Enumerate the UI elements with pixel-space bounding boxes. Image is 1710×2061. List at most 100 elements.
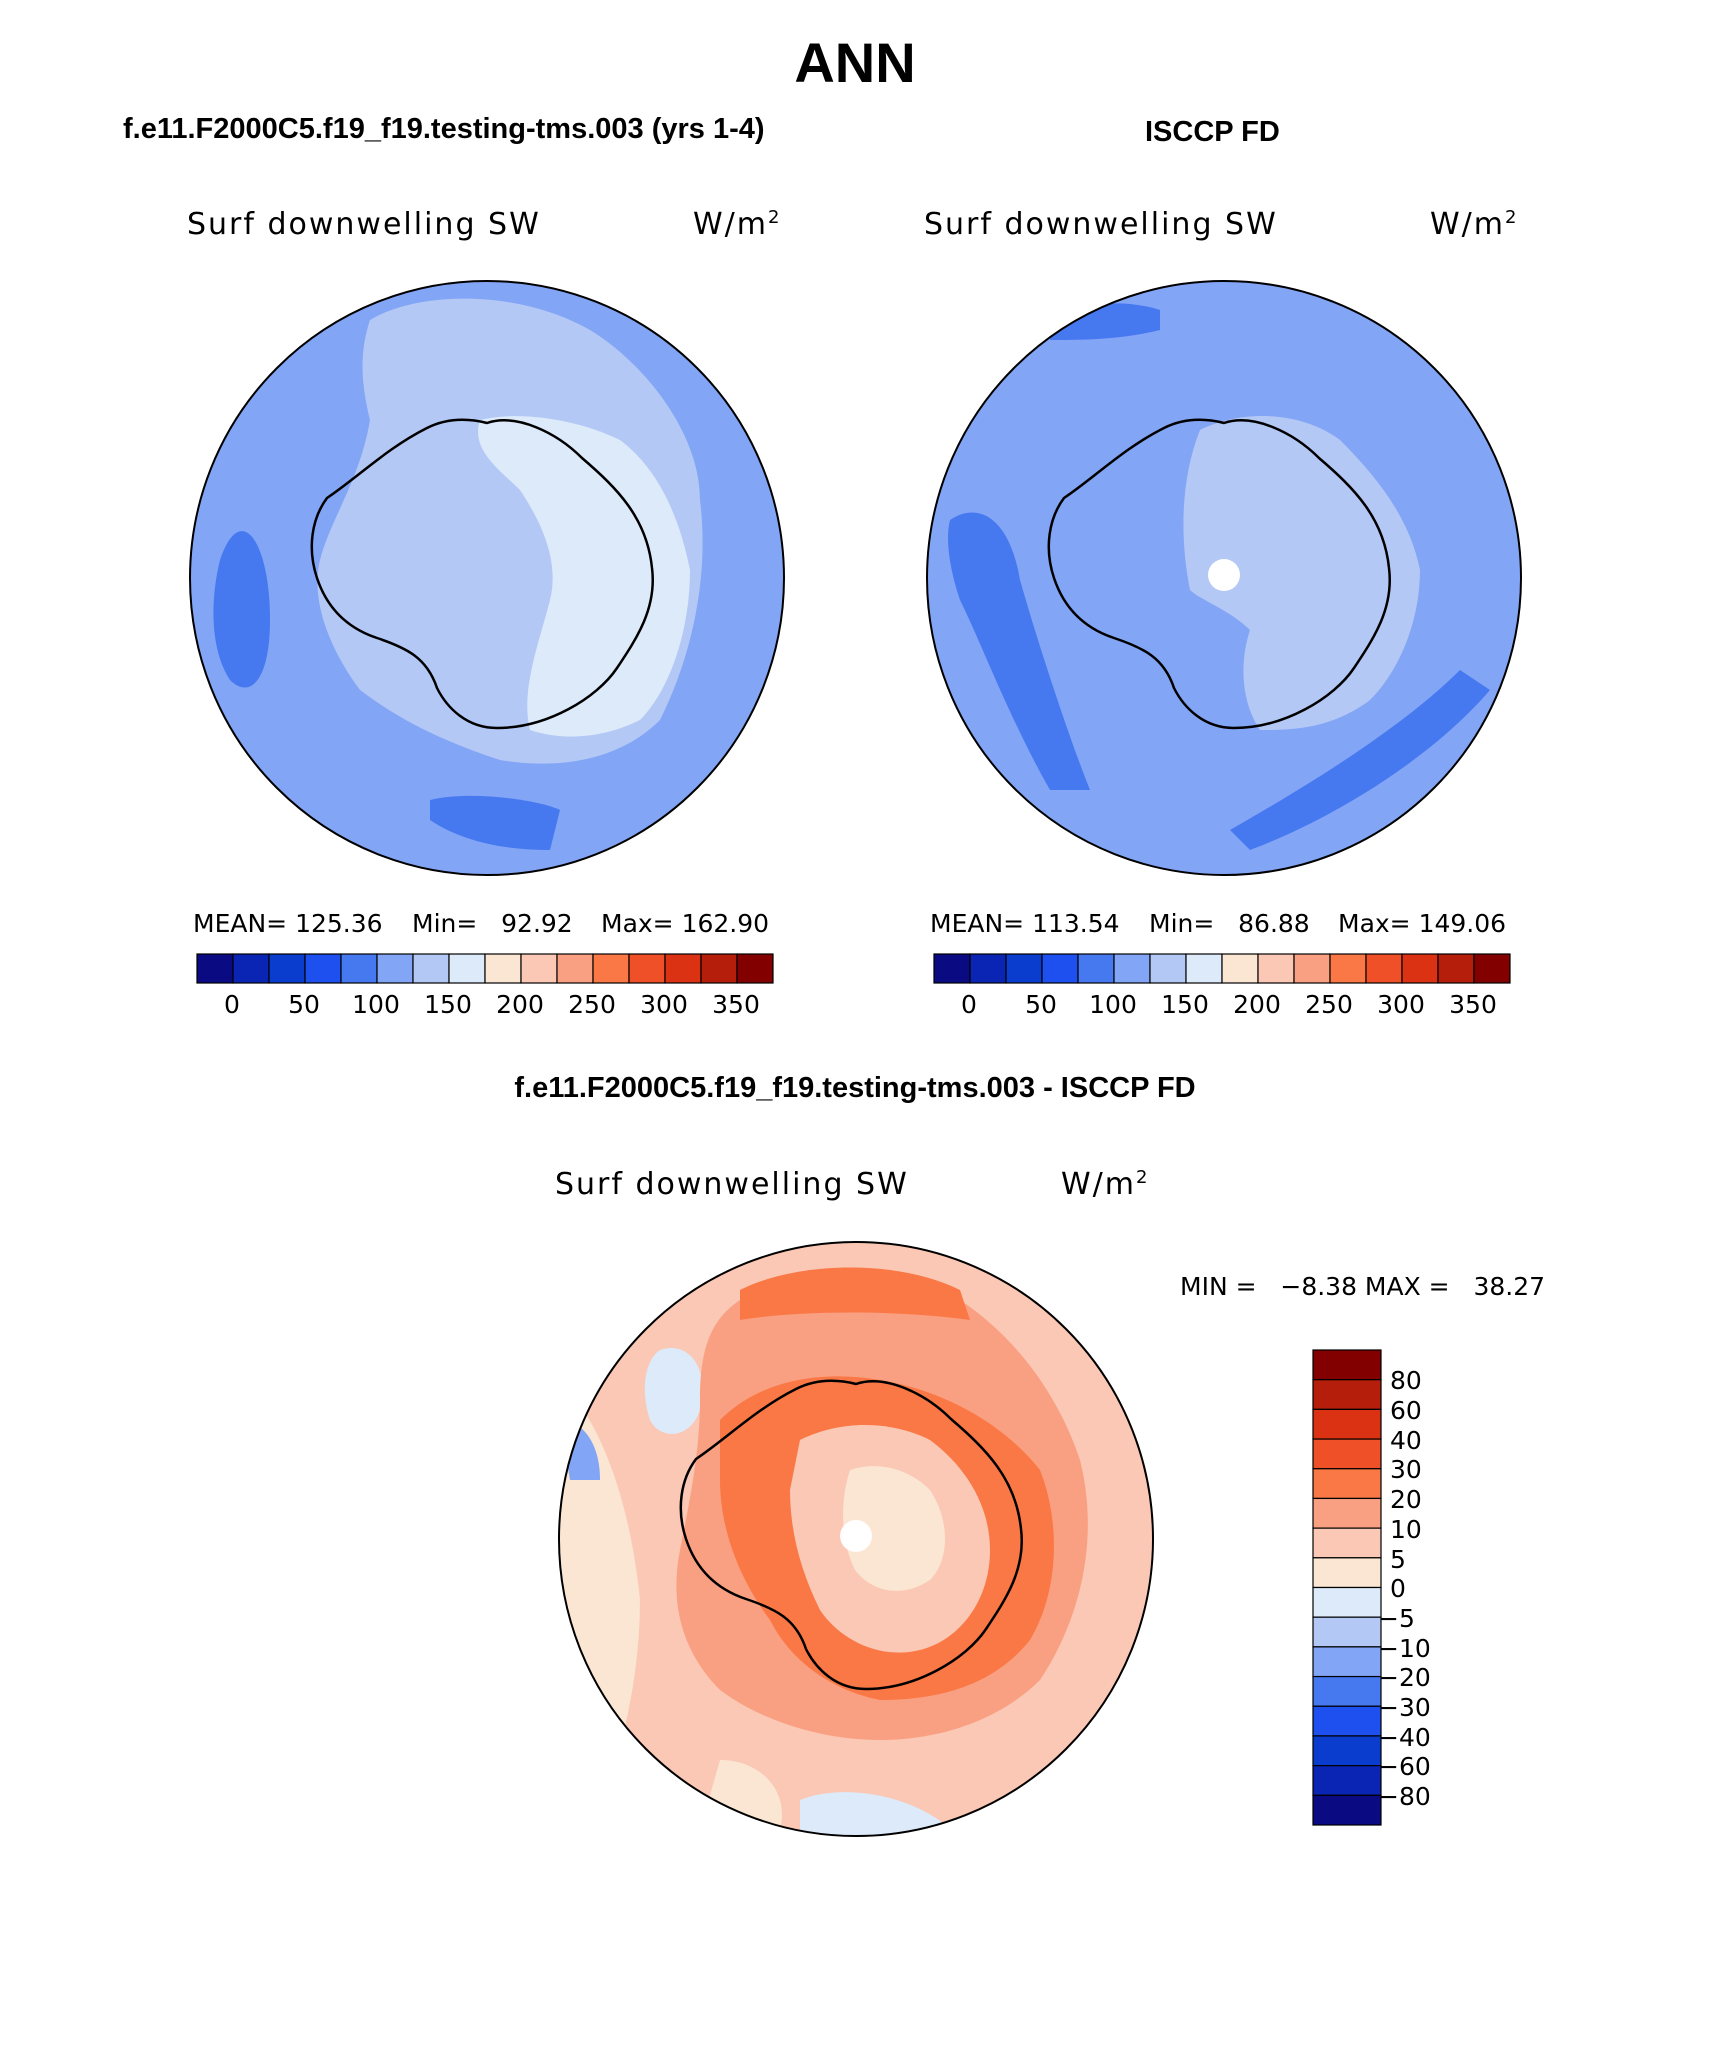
diff-colorbar-tick-label: 5 [1390,1545,1406,1574]
colorbar-swatch [232,953,270,984]
diff-colorbar-tick-label: −40 [1378,1723,1431,1752]
diff-colorbar-tick-label: −5 [1378,1604,1415,1633]
model-colorbar-tick-label: 50 [288,990,320,1019]
colorbar-swatch [1312,1616,1382,1648]
obs-colorbar-tick-label: 300 [1377,990,1425,1019]
diff-minmax-stat: MIN = −8.38 MAX = 38.27 [1180,1272,1546,1301]
diff-colorbar-tick-label: 0 [1390,1574,1406,1603]
colorbar-swatch [969,953,1007,984]
colorbar-swatch [1312,1527,1382,1559]
colorbar-swatch [1041,953,1079,984]
colorbar-swatch [484,953,522,984]
colorbar-swatch [1365,953,1403,984]
model-variable-label: Surf downwelling SW [187,207,541,242]
colorbar-swatch [376,953,414,984]
model-colorbar-tick-label: 350 [712,990,760,1019]
colorbar-swatch [340,953,378,984]
model-colorbar-tick-label: 150 [424,990,472,1019]
diff-map-border [558,1241,1154,1837]
page-title: ANN [794,31,916,94]
model-case-title: f.e11.F2000C5.f19_f19.testing-tms.003 (y… [123,113,765,145]
diff-units-label: W/m2 [1061,1167,1150,1202]
model-mean-stat: MEAN= 125.36 [193,909,383,938]
obs-max-stat: Max= 149.06 [1338,909,1507,938]
colorbar-swatch [1312,1468,1382,1500]
colorbar-swatch [1437,953,1475,984]
model-colorbar-tick-label: 0 [224,990,240,1019]
colorbar-swatch [196,953,234,984]
obs-colorbar-tick-label: 100 [1089,990,1137,1019]
diff-colorbar-tick-label: −80 [1378,1782,1431,1811]
obs-colorbar-tick-label: 250 [1305,990,1353,1019]
colorbar-swatch [1312,1557,1382,1589]
obs-polar-map [927,281,1521,875]
diff-colorbar-tick-label: −30 [1378,1693,1431,1722]
colorbar-swatch [1312,1765,1382,1796]
obs-colorbar-tick-label: 50 [1025,990,1057,1019]
model-max-stat: Max= 162.90 [601,909,770,938]
colorbar-swatch [1005,953,1043,984]
model-min-stat: Min= 92.92 [412,909,573,938]
obs-colorbar-tick-label: 350 [1449,990,1497,1019]
model-polar-map [190,281,784,875]
obs-colorbar-tick-label: 200 [1233,990,1281,1019]
colorbar-swatch [933,953,971,984]
colorbar-swatch [1257,953,1295,984]
diff-colorbar-tick-label: 60 [1390,1396,1422,1425]
colorbar-swatch [592,953,630,984]
diff-colorbar-tick-label: 30 [1390,1455,1422,1484]
diff-case-title: f.e11.F2000C5.f19_f19.testing-tms.003 - … [514,1072,1196,1104]
diff-colorbar-tick-label: 80 [1390,1366,1422,1395]
diff-colorbar-tick-label: −10 [1378,1634,1431,1663]
model-map-border [189,280,785,876]
colorbar-swatch [1312,1646,1382,1678]
diff-colorbar-tick-label: 20 [1390,1485,1422,1514]
colorbar-swatch [628,953,666,984]
obs-case-title: ISCCP FD [1145,116,1280,148]
colorbar-swatch [412,953,450,984]
colorbar-swatch [1312,1675,1382,1707]
colorbar-swatch [1185,953,1223,984]
model-colorbar-tick-label: 100 [352,990,400,1019]
obs-variable-label: Surf downwelling SW [924,207,1278,242]
colorbar-swatch [448,953,486,984]
colorbar-swatch [1149,953,1187,984]
diff-colorbar-tick-label: 40 [1390,1426,1422,1455]
colorbar-swatch [1312,1705,1382,1737]
diff-colorbar-tick-label: −60 [1378,1752,1431,1781]
obs-colorbar [933,953,1511,984]
colorbar-swatch [1312,1735,1382,1767]
colorbar-swatch [1312,1497,1382,1529]
colorbar-swatch [1113,953,1151,984]
model-colorbar [196,953,774,984]
colorbar-swatch [1473,953,1511,984]
colorbar-swatch [520,953,558,984]
colorbar-swatch [736,953,774,984]
obs-colorbar-tick-label: 0 [961,990,977,1019]
model-units-label: W/m2 [693,207,782,242]
colorbar-swatch [1401,953,1439,984]
colorbar-swatch [1312,1408,1382,1440]
diff-colorbar [1312,1349,1382,1826]
diff-polar-map [559,1242,1153,1836]
model-colorbar-tick-label: 200 [496,990,544,1019]
colorbar-swatch [268,953,306,984]
obs-units-label: W/m2 [1430,207,1519,242]
colorbar-swatch [1077,953,1115,984]
colorbar-swatch [1312,1349,1382,1381]
colorbar-swatch [556,953,594,984]
colorbar-swatch [1221,953,1259,984]
colorbar-swatch [664,953,702,984]
colorbar-swatch [1312,1794,1382,1826]
colorbar-swatch [1312,1586,1382,1618]
obs-mean-stat: MEAN= 113.54 [930,909,1120,938]
model-colorbar-tick-label: 250 [568,990,616,1019]
model-colorbar-tick-label: 300 [640,990,688,1019]
colorbar-swatch [1312,1438,1382,1470]
colorbar-swatch [1293,953,1331,984]
diff-variable-label: Surf downwelling SW [555,1167,909,1202]
diff-colorbar-tick-label: 10 [1390,1515,1422,1544]
obs-min-stat: Min= 86.88 [1149,909,1310,938]
colorbar-swatch [700,953,738,984]
